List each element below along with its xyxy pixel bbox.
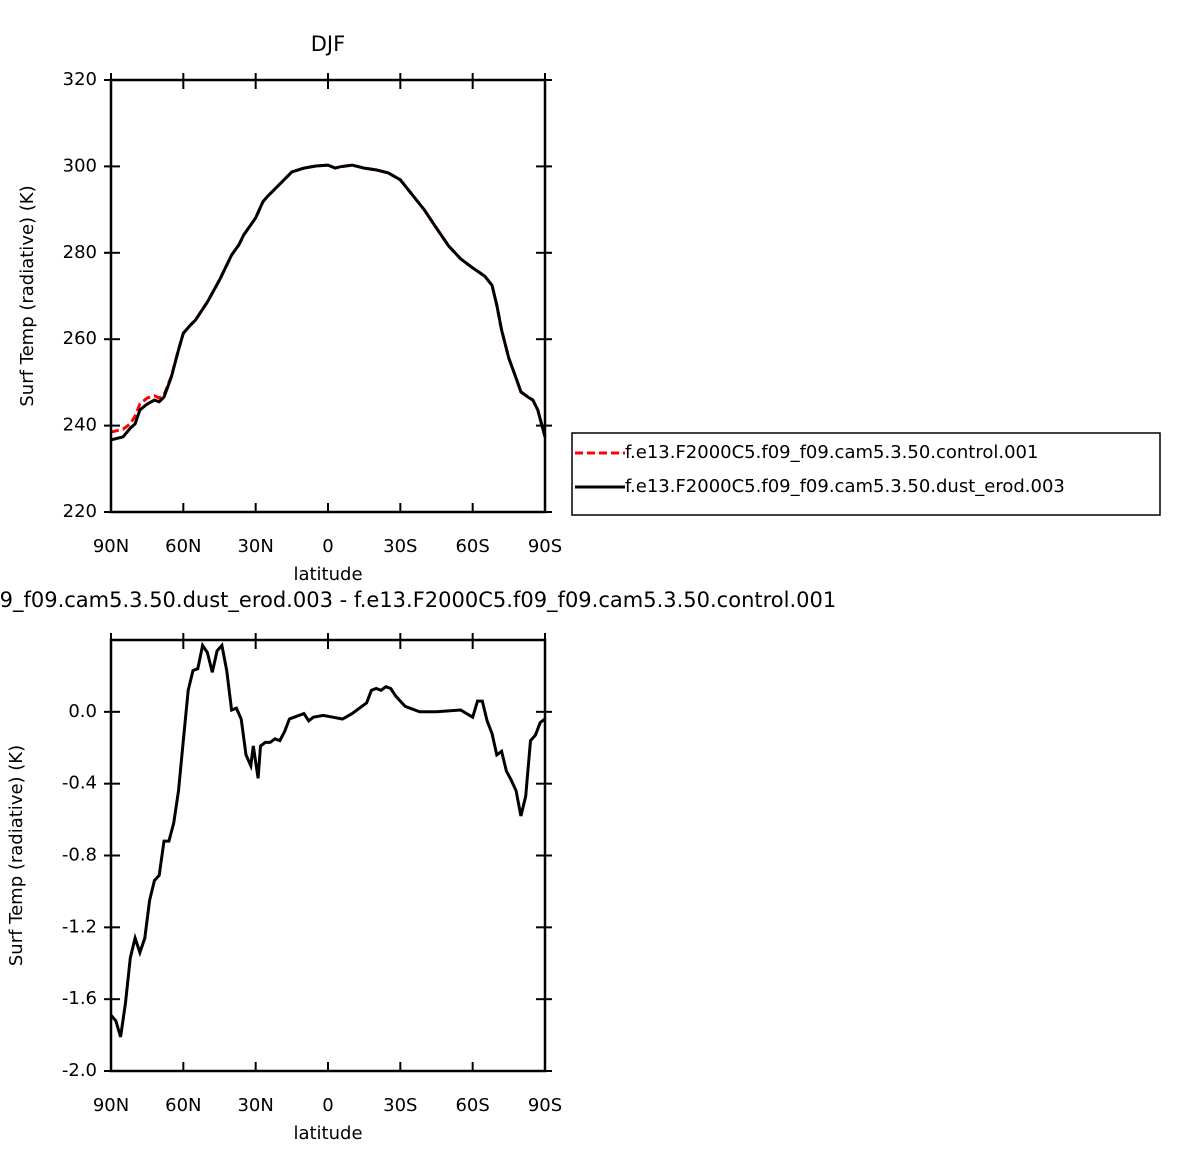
x-tick-label: 0 — [322, 536, 333, 557]
x-tick-label: 60S — [455, 536, 489, 557]
legend-label: f.e13.F2000C5.f09_f09.cam5.3.50.dust_ero… — [625, 476, 1065, 497]
data-line — [110, 163, 547, 442]
y-tick-label: 260 — [63, 328, 97, 349]
y-tick-label: -1.2 — [62, 916, 97, 937]
y-tick-label: 240 — [63, 415, 97, 436]
y-tick-label: 0.0 — [68, 701, 97, 722]
y-tick-label: 220 — [63, 501, 97, 522]
x-tick-label: 60N — [165, 536, 201, 557]
y-tick-label: -0.8 — [62, 845, 97, 866]
chart-title: DJF — [311, 32, 345, 56]
x-tick-label: 30N — [237, 536, 273, 557]
x-tick-label: 30N — [237, 1095, 273, 1116]
y-tick-label: -1.6 — [62, 988, 97, 1009]
x-axis-label: latitude — [293, 1123, 362, 1144]
x-tick-label: 60S — [455, 1095, 489, 1116]
y-tick-label: -2.0 — [62, 1060, 97, 1081]
y-tick-label: 300 — [63, 155, 97, 176]
y-axis-label: Surf Temp (radiative) (K) — [6, 745, 27, 966]
x-tick-label: 90N — [93, 1095, 129, 1116]
x-tick-label: 30S — [383, 536, 417, 557]
x-tick-label: 90S — [528, 1095, 562, 1116]
x-axis-label: latitude — [293, 564, 362, 585]
x-tick-label: 0 — [322, 1095, 333, 1116]
legend-box — [571, 432, 1161, 516]
x-tick-label: 30S — [383, 1095, 417, 1116]
plot-frame — [109, 78, 547, 514]
legend-label: f.e13.F2000C5.f09_f09.cam5.3.50.control.… — [625, 442, 1038, 463]
x-tick-label: 90N — [93, 536, 129, 557]
x-tick-label: 60N — [165, 1095, 201, 1116]
y-tick-label: 280 — [63, 242, 97, 263]
plot-frame — [109, 638, 547, 1073]
y-tick-label: 320 — [63, 69, 97, 90]
data-line — [110, 163, 547, 438]
chart-title: f.e13.F2000C5.f09_f09.cam5.3.50.dust_ero… — [0, 588, 836, 613]
data-line — [109, 641, 546, 1038]
x-tick-label: 90S — [528, 536, 562, 557]
y-axis-label: Surf Temp (radiative) (K) — [17, 185, 38, 406]
y-tick-label: -0.4 — [62, 773, 97, 794]
